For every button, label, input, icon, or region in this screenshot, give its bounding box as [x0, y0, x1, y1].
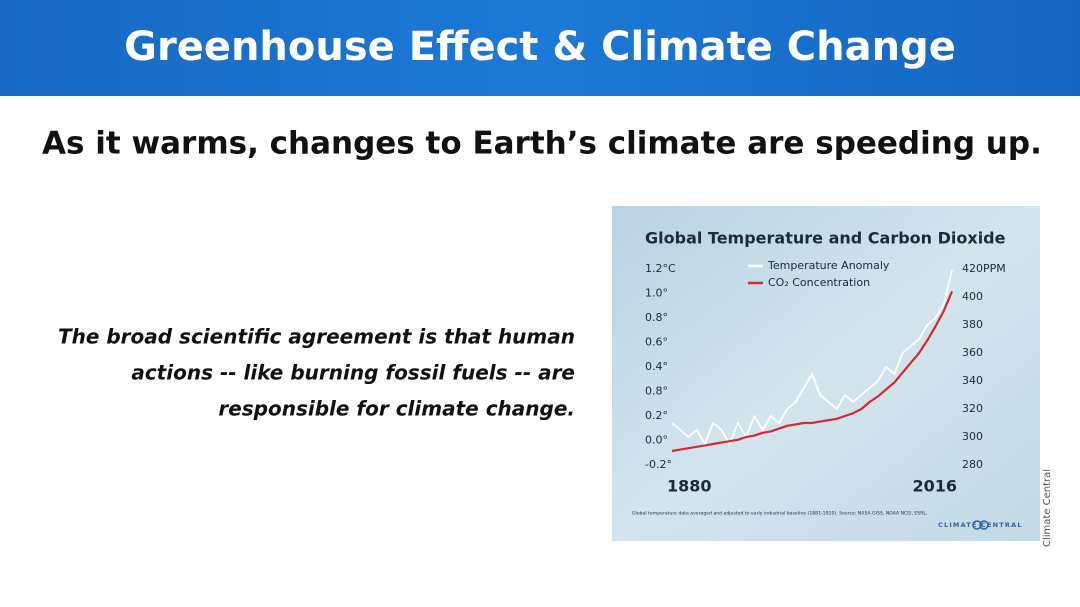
legend-label: Temperature Anomaly — [767, 259, 890, 272]
header-band — [0, 0, 1080, 96]
y-tick-label: 0.2° — [645, 409, 668, 422]
series-line — [671, 270, 953, 445]
y-tick-label: -0.2° — [645, 458, 672, 471]
x-tick-label: 2016 — [912, 477, 957, 496]
logo: CLIMATE CENTRAL — [938, 521, 1022, 529]
body-text: The broad scientific agreement is that h… — [58, 325, 575, 421]
y2-tick-label: 400 — [962, 290, 983, 303]
body-line: actions -- like burning fossil fuels -- … — [131, 361, 575, 385]
y2-tick-label: 300 — [962, 430, 983, 443]
y-tick-label: 1.2°C — [645, 262, 676, 275]
series-line — [671, 290, 954, 453]
logo-icon — [972, 520, 982, 530]
y-tick-label: 0.0° — [645, 434, 668, 447]
chart-background — [612, 206, 1040, 541]
y2-tick-label: 340 — [962, 374, 983, 387]
logo-icon — [979, 520, 989, 530]
y-tick-label: 0.4° — [645, 360, 668, 373]
y2-tick-label: 420PPM — [962, 262, 1006, 275]
y2-tick-label: 320 — [962, 402, 983, 415]
y2-tick-label: 360 — [962, 346, 983, 359]
chart-title: Global Temperature and Carbon Dioxide — [645, 229, 1006, 248]
body-line: responsible for climate change. — [218, 397, 575, 421]
y-tick-label: 0.8° — [645, 311, 668, 324]
header-title: Greenhouse Effect & Climate Change — [124, 24, 956, 70]
footnote: Global temperature data averaged and adj… — [632, 511, 927, 517]
y2-tick-label: 280 — [962, 458, 983, 471]
y-tick-label: 0.6° — [645, 336, 668, 349]
legend-label: CO₂ Concentration — [768, 276, 870, 289]
body-line: The broad scientific agreement is that h… — [58, 325, 575, 349]
credit: Climate Central — [1042, 469, 1053, 547]
x-tick-label: 1880 — [667, 477, 712, 496]
y2-tick-label: 380 — [962, 318, 983, 331]
y-tick-label: 1.0° — [645, 287, 668, 300]
chart: Global Temperature and Carbon Dioxide 1.2… — [632, 229, 1053, 548]
heading: As it warms, changes to Earth’s climate … — [42, 126, 1042, 162]
y-tick-label: 0.8° — [645, 385, 668, 398]
